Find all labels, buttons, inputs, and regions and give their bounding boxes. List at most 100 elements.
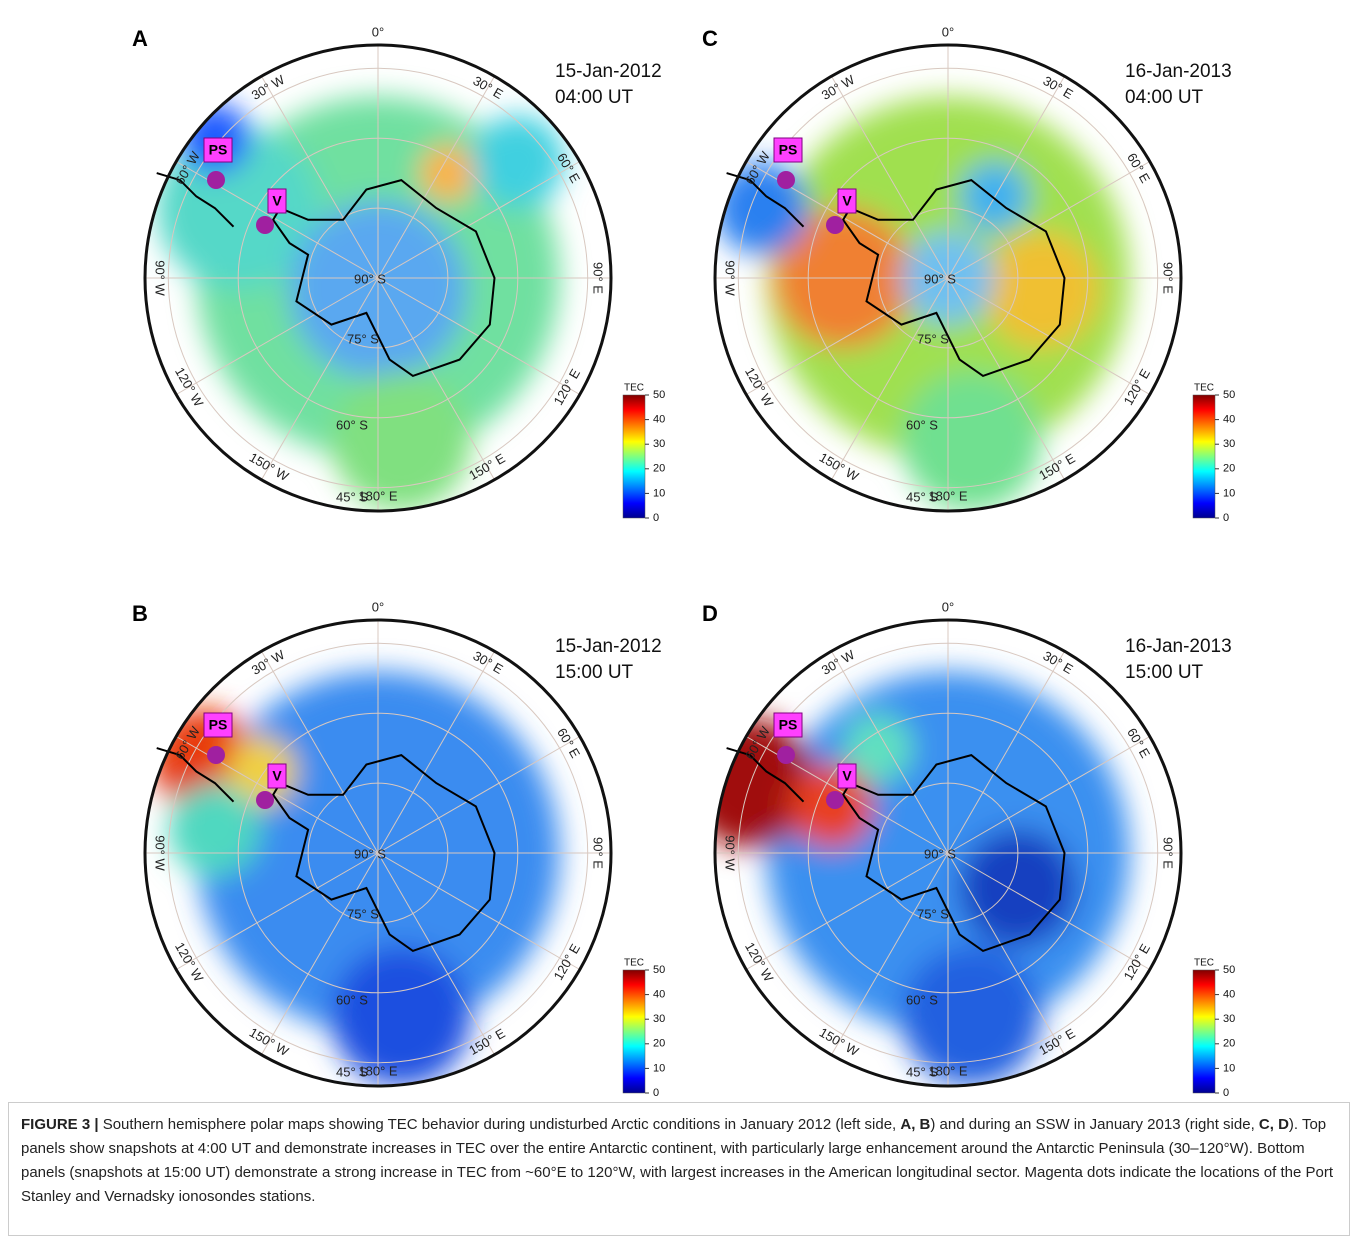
latitude-label: 60° S [906, 417, 938, 432]
tec-area [168, 783, 262, 877]
station-dot [256, 791, 274, 809]
colorbar [622, 394, 646, 519]
grid-spoke [831, 277, 949, 481]
latitude-label: 60° S [336, 992, 368, 1007]
colorbar [622, 969, 646, 1094]
station-label: PS [779, 142, 798, 158]
colorbar-tick-label: 0 [1223, 1087, 1229, 1099]
longitude-label: 120° E [550, 941, 583, 983]
longitude-label: 150° E [1036, 1025, 1078, 1058]
map-border [143, 618, 613, 1088]
grid-spoke [831, 75, 949, 279]
longitude-label: 30° E [470, 73, 505, 102]
station-dot [826, 791, 844, 809]
longitude-label: 120° W [172, 940, 207, 985]
grid-spoke [175, 277, 379, 395]
grid-spoke [261, 650, 379, 854]
station-box [837, 188, 857, 214]
latitude-label: 75° S [347, 331, 379, 346]
panel-date: 15-Jan-2012 [555, 636, 662, 657]
station-dot [207, 171, 225, 189]
station-label: V [272, 768, 282, 784]
grid-spoke [377, 852, 495, 1056]
grid-spoke [831, 852, 949, 1056]
grid-spoke [745, 852, 949, 970]
station-box [267, 188, 287, 214]
grid-spoke [261, 277, 379, 481]
longitude-label: 30° W [819, 72, 858, 103]
station-box [203, 137, 233, 163]
colorbar-title: TEC [1194, 958, 1214, 969]
tec-area [901, 946, 1042, 1086]
grid-spoke [175, 852, 379, 970]
latitude-label: 45° S [336, 489, 368, 504]
tec-area [959, 829, 1077, 947]
longitude-label: 180° E [928, 1063, 968, 1078]
colorbar-title: TEC [1194, 383, 1214, 394]
panel-time: 15:00 UT [1125, 662, 1204, 683]
latitude-label: 60° S [336, 417, 368, 432]
longitude-label: 30° W [819, 647, 858, 678]
longitude-label: 90° W [153, 260, 168, 296]
colorbar-tick-label: 20 [653, 1038, 665, 1050]
colorbar-tick-label: 20 [653, 463, 665, 475]
colorbar-tick-label: 20 [1223, 463, 1235, 475]
panel-time: 04:00 UT [1125, 87, 1204, 108]
colorbar-tick-label: 40 [653, 989, 665, 1001]
caption-bold: C, D [1258, 1116, 1289, 1133]
colorbar-tick-label: 10 [653, 1062, 665, 1074]
grid-spoke [947, 736, 1151, 854]
grid-spoke [377, 161, 581, 279]
colorbar [1192, 394, 1216, 519]
south-america-outline [726, 172, 805, 228]
grid-spoke [261, 75, 379, 279]
longitude-label: 120° E [1120, 941, 1153, 983]
antarctica-outline [841, 754, 1066, 953]
colorbar-tick-label: 0 [653, 1087, 659, 1099]
longitude-label: 150° E [466, 1025, 508, 1058]
station-label: PS [209, 717, 228, 733]
latitude-label: 75° S [347, 906, 379, 921]
colorbar-tick-label: 30 [1223, 438, 1235, 450]
latitude-label: 60° S [906, 992, 938, 1007]
colorbar-tick-label: 10 [1223, 487, 1235, 499]
station-box [203, 712, 233, 738]
latitude-label: 90° S [924, 271, 956, 286]
panel-date: 16-Jan-2013 [1125, 636, 1232, 657]
longitude-label: 120° W [742, 365, 777, 410]
latitude-label: 90° S [924, 846, 956, 861]
tec-area [901, 371, 1042, 511]
tec-field [715, 671, 1130, 1086]
panel-date: 15-Jan-2012 [555, 61, 662, 82]
map-panel: 0° 30° E 60° E 90° E 120° E 150° E 180° E 150° … [702, 599, 1235, 1099]
antarctica-outline [271, 179, 496, 378]
latitude-label: 45° S [336, 1064, 368, 1079]
colorbar-tick-label: 50 [653, 964, 665, 976]
longitude-label: 0° [942, 599, 954, 614]
longitude-label: 180° E [358, 488, 398, 503]
longitude-label: 90° E [1161, 837, 1176, 869]
colorbar-tick-label: 50 [653, 389, 665, 401]
caption-text: ). Top panels show snapshots at 4:00 UT … [21, 1116, 1334, 1205]
colorbar [1192, 969, 1216, 1094]
map-border [713, 618, 1183, 1088]
longitude-label: 120° W [172, 365, 207, 410]
longitude-label: 150° E [1036, 450, 1078, 483]
longitude-label: 0° [942, 24, 954, 39]
station-label: V [842, 768, 852, 784]
tec-area [982, 231, 1100, 348]
tec-area [331, 371, 472, 511]
grid-spoke [377, 650, 495, 854]
colorbar-tick-label: 40 [1223, 414, 1235, 426]
grid-spoke [745, 277, 949, 395]
antarctica-outline [841, 179, 1066, 378]
longitude-label: 180° E [928, 488, 968, 503]
station-dot [207, 746, 225, 764]
longitude-label: 0° [372, 599, 384, 614]
tec-blobs [715, 671, 1130, 1086]
map-border [143, 43, 613, 513]
longitude-label: 60° E [1124, 725, 1153, 760]
longitude-label: 60° E [1124, 150, 1153, 185]
longitude-label: 30° E [1040, 73, 1075, 102]
